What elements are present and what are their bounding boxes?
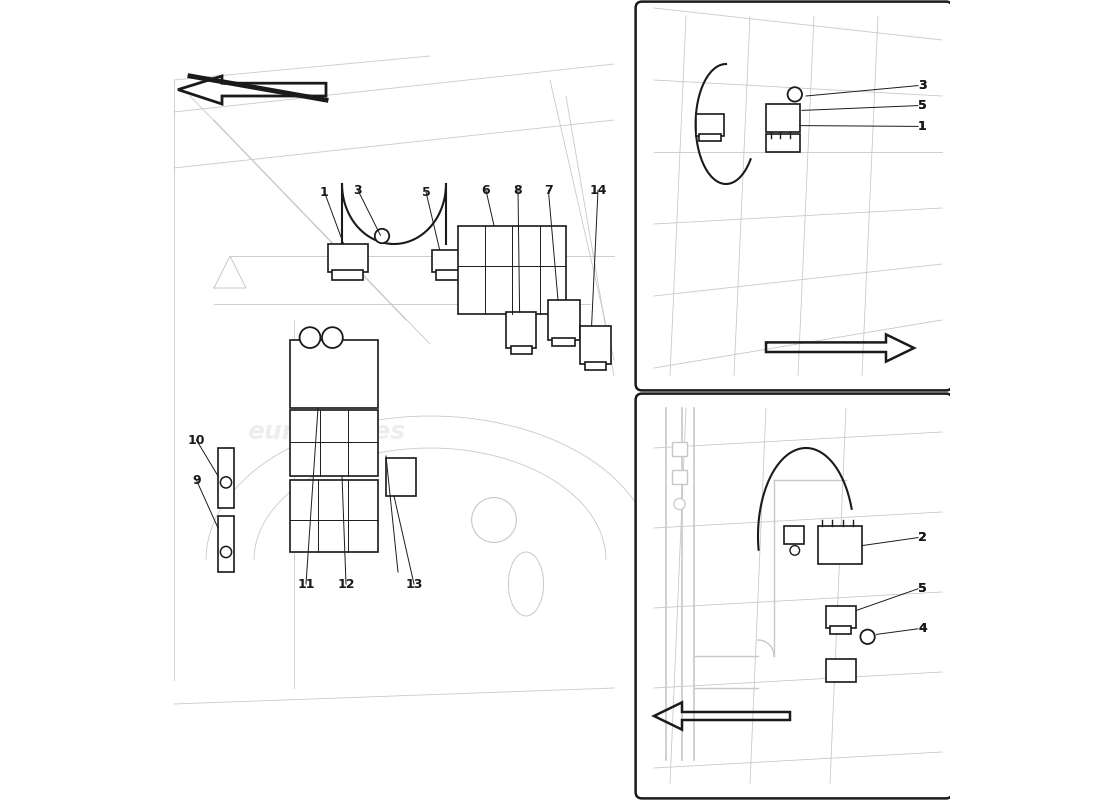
Text: 5: 5 [918,99,926,112]
Circle shape [322,327,343,348]
Bar [585,362,606,370]
Text: eurospares: eurospares [728,582,851,602]
Text: 9: 9 [192,474,200,486]
Text: 1: 1 [320,186,329,198]
Bar [552,338,575,346]
Bar [290,410,378,476]
Bar [218,516,234,572]
Bar [431,250,463,272]
Bar [290,480,378,552]
Bar [672,442,686,456]
Bar [581,326,611,364]
Text: 13: 13 [405,578,422,590]
Bar [826,606,857,628]
Text: eurospares: eurospares [246,420,405,444]
Circle shape [220,477,232,488]
Text: eurospares: eurospares [728,182,851,202]
Text: 11: 11 [297,578,315,590]
Circle shape [375,229,389,243]
Bar [548,300,580,340]
Text: 7: 7 [544,184,553,197]
Bar [437,270,459,280]
Bar [698,134,722,141]
Bar [830,626,850,634]
Bar [506,312,537,348]
Circle shape [674,498,685,510]
Text: 4: 4 [918,622,926,635]
Text: 1: 1 [918,120,926,133]
Circle shape [788,87,802,102]
Text: 2: 2 [918,531,926,544]
Bar [766,134,800,152]
Text: 6: 6 [482,184,491,197]
Bar [672,470,686,484]
Bar [826,659,857,682]
Circle shape [790,546,800,555]
Circle shape [220,546,232,558]
Text: 4: 4 [918,622,926,635]
Text: 14: 14 [590,184,607,197]
Text: 12: 12 [338,578,354,590]
Text: 10: 10 [188,434,205,446]
Bar [766,104,800,132]
Bar [695,114,725,136]
Bar [290,340,378,408]
Bar [386,458,417,496]
Circle shape [299,327,320,348]
Bar [510,346,531,354]
Text: 5: 5 [918,582,926,595]
Circle shape [472,498,516,542]
Text: 8: 8 [514,184,522,197]
Bar [332,270,363,280]
Text: 3: 3 [354,184,362,197]
Text: 5: 5 [421,186,430,198]
Bar [784,526,804,544]
Text: 5: 5 [918,582,926,595]
Circle shape [860,630,875,644]
Bar [458,226,566,314]
Bar [329,244,368,272]
FancyBboxPatch shape [636,394,953,798]
Text: 3: 3 [918,79,926,92]
Text: 5: 5 [918,99,926,112]
Bar [218,448,234,508]
Text: 3: 3 [918,79,926,92]
Text: 2: 2 [918,531,926,544]
FancyBboxPatch shape [636,2,953,390]
Bar [818,526,862,564]
Text: 1: 1 [918,120,926,133]
